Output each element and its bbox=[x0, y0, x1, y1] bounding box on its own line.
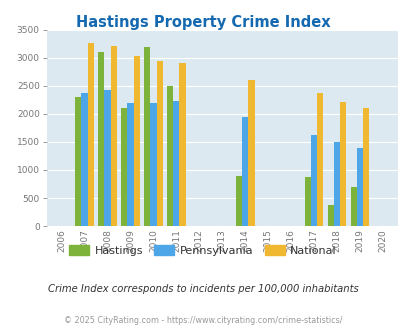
Bar bbox=[121, 108, 127, 226]
Bar bbox=[310, 135, 316, 226]
Bar bbox=[127, 103, 133, 226]
Bar bbox=[144, 47, 150, 226]
Bar bbox=[248, 80, 254, 226]
Bar bbox=[339, 102, 345, 226]
Bar bbox=[150, 103, 156, 226]
Bar bbox=[81, 93, 87, 226]
Bar bbox=[87, 43, 94, 226]
Bar bbox=[316, 93, 323, 226]
Legend: Hastings, Pennsylvania, National: Hastings, Pennsylvania, National bbox=[64, 241, 341, 260]
Bar bbox=[173, 101, 179, 226]
Bar bbox=[133, 55, 139, 226]
Bar bbox=[104, 90, 110, 226]
Bar bbox=[167, 86, 173, 226]
Text: Hastings Property Crime Index: Hastings Property Crime Index bbox=[75, 15, 330, 30]
Bar bbox=[179, 63, 185, 226]
Bar bbox=[350, 187, 356, 226]
Bar bbox=[304, 177, 310, 226]
Bar bbox=[98, 52, 104, 226]
Bar bbox=[110, 46, 117, 226]
Text: © 2025 CityRating.com - https://www.cityrating.com/crime-statistics/: © 2025 CityRating.com - https://www.city… bbox=[64, 315, 341, 325]
Bar bbox=[362, 108, 369, 226]
Text: Crime Index corresponds to incidents per 100,000 inhabitants: Crime Index corresponds to incidents per… bbox=[47, 284, 358, 294]
Bar bbox=[356, 148, 362, 226]
Bar bbox=[75, 97, 81, 226]
Bar bbox=[333, 143, 339, 226]
Bar bbox=[235, 176, 241, 226]
Bar bbox=[241, 117, 248, 226]
Bar bbox=[156, 61, 162, 226]
Bar bbox=[327, 205, 333, 226]
